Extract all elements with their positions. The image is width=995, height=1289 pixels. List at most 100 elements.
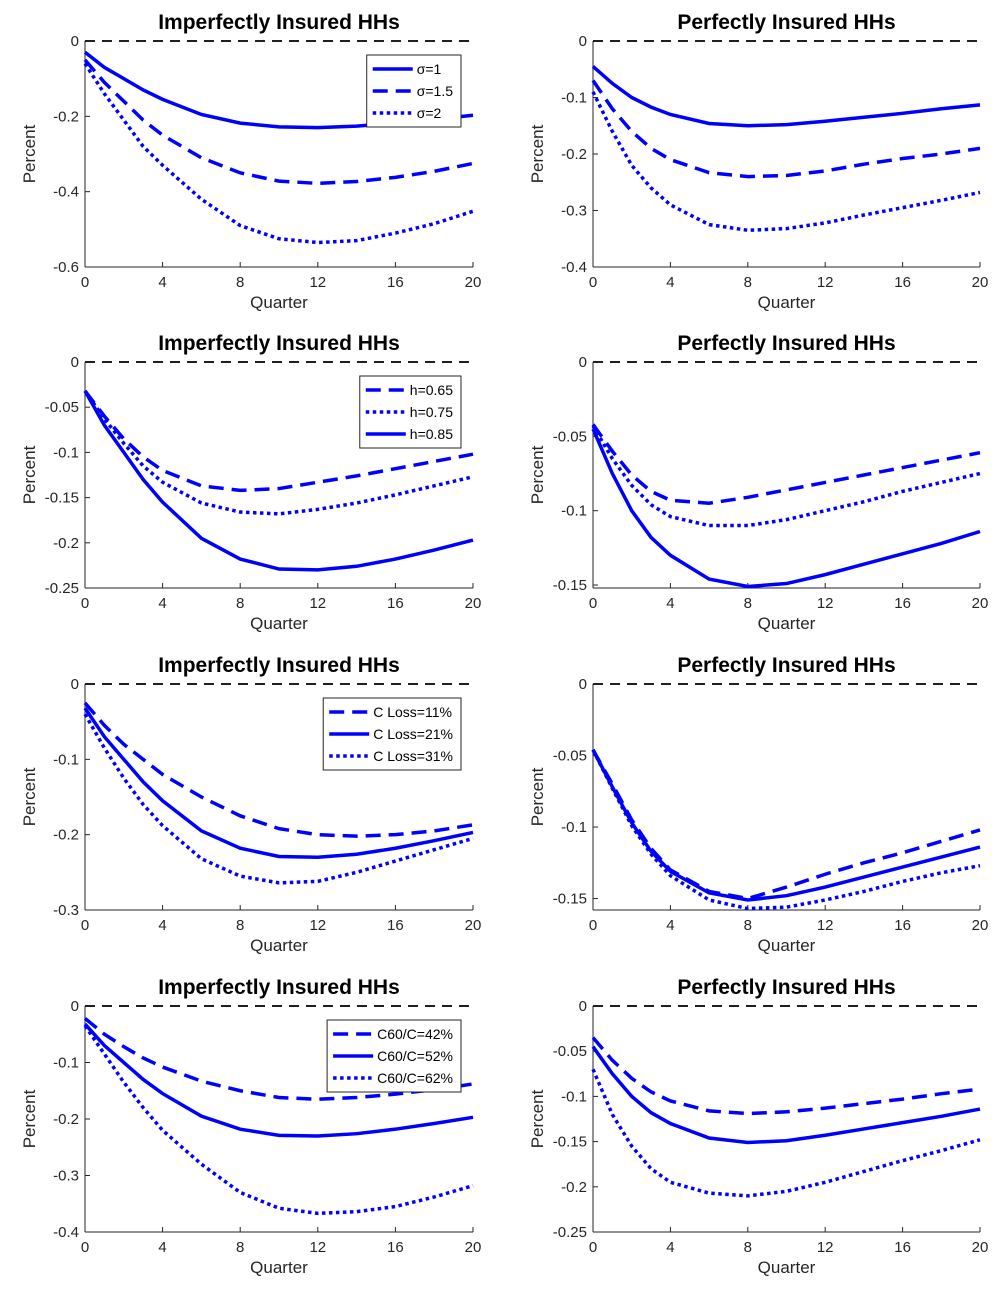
x-tick-label: 12 — [309, 595, 326, 612]
x-tick-label: 0 — [589, 1239, 597, 1256]
series-line — [591, 1045, 981, 1145]
x-tick-label: 0 — [81, 595, 89, 612]
chart-title: Perfectly Insured HHs — [677, 11, 895, 34]
x-tick-label: 4 — [666, 595, 674, 612]
y-tick-label: -0.1 — [53, 444, 79, 461]
x-tick-label: 20 — [972, 595, 989, 612]
series-line — [83, 707, 474, 860]
x-tick-label: 8 — [236, 595, 244, 612]
chart-title: Perfectly Insured HHs — [677, 654, 895, 677]
y-tick-label: -0.6 — [53, 259, 79, 276]
series-line — [591, 749, 981, 911]
x-tick-label: 0 — [81, 1239, 89, 1256]
y-tick-label: -0.1 — [561, 90, 587, 107]
y-tick-label: -0.4 — [53, 1224, 79, 1241]
chart-title: Imperfectly Insured HHs — [158, 332, 400, 355]
y-tick-label: 0 — [71, 998, 79, 1015]
y-tick-label: 0 — [579, 998, 587, 1015]
x-tick-label: 8 — [744, 917, 752, 934]
legend-label: C60/C=52% — [377, 1048, 453, 1064]
x-tick-label: 12 — [817, 595, 834, 612]
y-tick-label: -0.2 — [561, 146, 587, 163]
y-tick-label: 0 — [579, 354, 587, 371]
y-tick-label: -0.05 — [45, 399, 79, 416]
chart-title: Imperfectly Insured HHs — [158, 11, 400, 34]
legend-label: C Loss=11% — [373, 704, 452, 720]
y-tick-label: -0.05 — [553, 1043, 587, 1060]
legend-label: σ=1.5 — [417, 83, 453, 99]
x-tick-label: 12 — [309, 274, 326, 291]
y-tick-label: -0.05 — [553, 748, 587, 765]
y-axis-label: Percent — [528, 1089, 547, 1148]
x-tick-label: 0 — [589, 917, 597, 934]
x-axis-label: Quarter — [250, 293, 308, 312]
y-tick-label: -0.3 — [53, 1168, 79, 1185]
x-tick-label: 4 — [666, 274, 674, 291]
y-axis-label: Percent — [20, 767, 39, 826]
x-tick-label: 8 — [236, 274, 244, 291]
x-tick-label: 12 — [817, 1239, 834, 1256]
y-tick-label: -0.1 — [53, 1055, 79, 1072]
x-tick-label: 4 — [158, 1239, 166, 1256]
x-tick-label: 16 — [387, 917, 404, 934]
y-tick-label: -0.1 — [53, 751, 79, 768]
y-tick-label: 0 — [71, 676, 79, 693]
series-line — [591, 65, 981, 128]
chart-title: Perfectly Insured HHs — [677, 976, 895, 999]
y-tick-label: -0.3 — [53, 902, 79, 919]
x-axis-label: Quarter — [758, 293, 816, 312]
series-line — [591, 428, 981, 589]
y-tick-label: -0.15 — [553, 577, 587, 594]
x-tick-label: 0 — [589, 274, 597, 291]
series-line — [83, 1017, 474, 1101]
x-tick-label: 16 — [894, 1239, 911, 1256]
x-tick-label: 20 — [972, 274, 989, 291]
x-tick-label: 8 — [744, 595, 752, 612]
legend-label: h=0.85 — [410, 426, 453, 442]
x-tick-label: 12 — [817, 917, 834, 934]
legend-label: σ=1 — [417, 61, 442, 77]
x-axis-label: Quarter — [758, 1258, 816, 1277]
x-tick-label: 12 — [817, 274, 834, 291]
legend-label: C Loss=21% — [373, 726, 453, 742]
series-line — [83, 701, 474, 838]
y-tick-label: 0 — [71, 354, 79, 371]
y-axis-label: Percent — [20, 445, 39, 504]
y-axis-label: Percent — [528, 445, 547, 504]
x-tick-label: 12 — [309, 1239, 326, 1256]
y-tick-label: -0.15 — [553, 1134, 587, 1151]
y-tick-label: -0.1 — [561, 819, 587, 836]
y-tick-label: -0.3 — [561, 203, 587, 220]
y-tick-label: -0.2 — [53, 1111, 79, 1128]
x-axis-label: Quarter — [250, 936, 308, 955]
x-axis-label: Quarter — [250, 1258, 308, 1277]
y-tick-label: -0.25 — [45, 580, 79, 597]
series-line — [591, 1036, 981, 1116]
series-line — [83, 713, 474, 885]
y-tick-label: -0.4 — [53, 184, 79, 201]
x-tick-label: 4 — [158, 917, 166, 934]
x-tick-label: 8 — [236, 1239, 244, 1256]
chart-title: Perfectly Insured HHs — [677, 332, 895, 355]
y-axis-label: Percent — [528, 767, 547, 826]
chart-title: Imperfectly Insured HHs — [158, 976, 400, 999]
legend-label: C Loss=31% — [373, 748, 453, 764]
x-tick-label: 16 — [894, 917, 911, 934]
legend-label: h=0.75 — [410, 404, 453, 420]
x-tick-label: 16 — [894, 595, 911, 612]
y-tick-label: -0.05 — [553, 428, 587, 445]
x-tick-label: 16 — [894, 274, 911, 291]
x-tick-label: 4 — [158, 595, 166, 612]
x-tick-label: 4 — [666, 917, 674, 934]
series-line — [83, 1022, 474, 1138]
legend-box — [359, 375, 462, 449]
x-tick-label: 20 — [465, 1239, 482, 1256]
x-tick-label: 12 — [309, 917, 326, 934]
x-tick-label: 0 — [81, 274, 89, 291]
y-tick-label: -0.25 — [553, 1224, 587, 1241]
x-tick-label: 0 — [81, 917, 89, 934]
x-tick-label: 8 — [744, 1239, 752, 1256]
legend-label: C60/C=62% — [377, 1070, 453, 1086]
x-tick-label: 20 — [972, 1239, 989, 1256]
